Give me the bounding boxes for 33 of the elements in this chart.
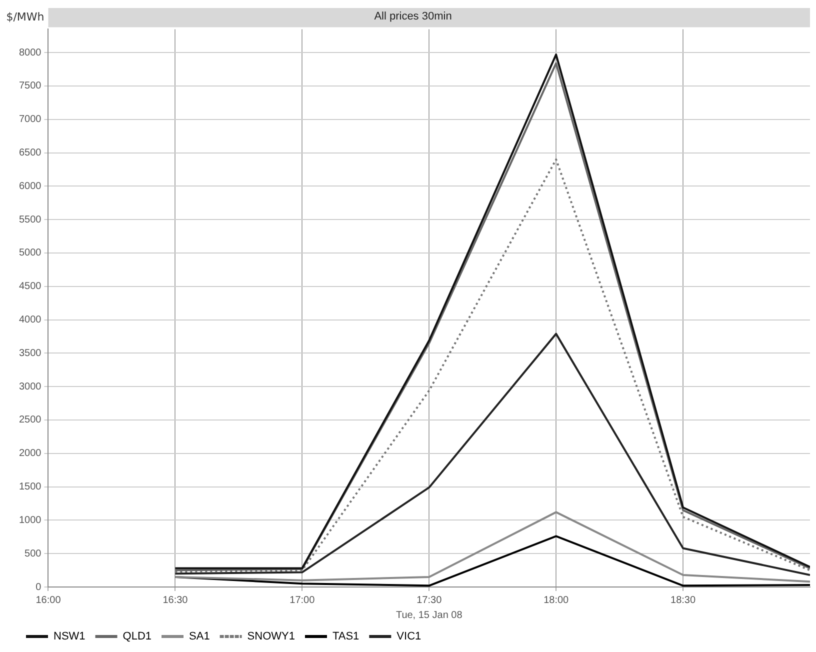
y-tick-label: 4500 [18,281,42,292]
line-series [174,158,810,573]
chart-title: All prices 30min [374,10,452,23]
x-axis-title: Tue, 15 Jan 08 [396,610,463,621]
y-tick-label: 2000 [18,448,42,460]
y-tick-label: 7000 [18,114,42,126]
x-tick-label: 18:00 [544,594,570,606]
y-tick-label: 0 [36,582,42,593]
y-tick-label: 7500 [18,80,42,92]
x-tick-label: 16:00 [36,594,62,606]
legend-label: NSW1 [54,630,86,643]
y-tick-label: 5500 [18,214,42,226]
y-tick-label: 4000 [18,314,42,326]
legend-label: QLD1 [122,630,152,643]
y-axis-title: $/MWh [6,10,44,24]
legend-label: VIC1 [396,630,422,643]
y-tick-label: 6000 [18,180,42,192]
y-tick-label: 8000 [18,47,42,58]
y-tick-label: 6500 [18,148,42,159]
legend-label: TAS1 [332,630,360,643]
x-tick-label: 18:30 [670,594,696,606]
legend-label: SNOWY1 [247,630,295,643]
y-tick-label: 1500 [18,482,42,493]
x-tick-label: 17:00 [290,594,316,606]
legend-label: SA1 [189,630,210,643]
y-tick-label: 5000 [18,248,42,259]
x-tick-label: 16:30 [162,594,188,606]
x-tick-label: 17:30 [416,594,442,606]
y-tick-label: 3500 [18,348,42,359]
y-tick-label: 2500 [18,414,42,426]
y-tick-label: 500 [24,548,42,560]
y-tick-label: 1000 [18,514,42,526]
y-tick-label: 3000 [18,381,42,392]
